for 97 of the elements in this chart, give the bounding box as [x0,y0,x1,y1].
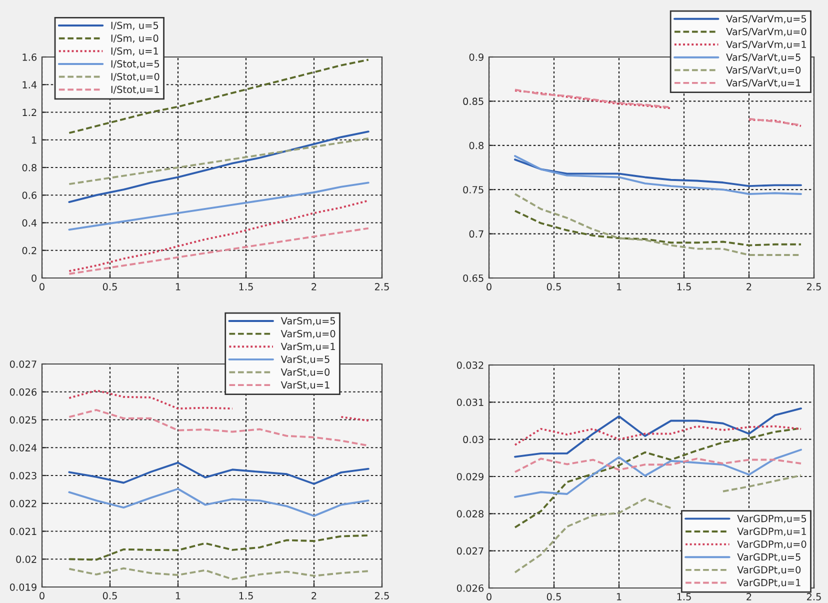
y-tick-label: 0.029 [456,472,484,480]
x-tick-label: 1.5 [239,283,253,290]
legend-label: VarSt,u=5 [280,356,330,364]
x-tick-label: 1.5 [677,593,691,600]
y-tick-label: 0.026 [10,388,37,396]
y-tick-label: 0.021 [10,528,36,536]
x-tick-label: 2.5 [374,283,389,290]
line-series [514,155,802,195]
x-tick-label: 1 [176,592,180,600]
y-tick-label: 0.031 [456,398,484,406]
y-tick-label: 1 [32,136,36,144]
x-tick-label: 0 [486,593,492,600]
y-tick-label: 1.4 [22,81,37,88]
x-tick-label: 2 [746,593,752,600]
legend-label: VarS/VarVt,u=1 [726,79,800,88]
legend-label: VarGDPm,u=0 [737,540,806,549]
x-tick-label: 2 [746,283,752,290]
y-tick-label: 0.023 [10,472,36,480]
x-tick-label: 1 [176,283,180,290]
legend-label: I/Stot,u=5 [111,60,160,69]
x-tick-label: 0 [40,283,44,290]
legend-label: VarS/VarVm,u=0 [726,28,806,36]
line-series [68,409,370,447]
y-tick-label: 0.4 [22,219,37,227]
line-series [514,458,802,474]
legend-label: VarGDPt,u=1 [737,578,800,588]
x-tick-label: 2 [312,592,316,600]
legend-label: VarS/VarVt,u=0 [726,66,801,75]
legend-label: VarGDPt,u=5 [737,553,800,562]
y-tick-label: 0.026 [456,584,484,592]
line-series [68,534,370,561]
line-series [68,58,370,134]
y-tick-label: 0.8 [22,164,36,172]
x-tick-label: 0.5 [102,592,117,600]
line-series [68,138,370,186]
y-tick-label: 0.75 [463,186,484,194]
legend-label: VarSm,u=0 [280,330,336,338]
y-tick-label: 1.6 [22,53,37,61]
y-tick-label: 0.8 [469,142,484,150]
line-series [68,227,370,275]
y-tick-label: 0.019 [10,583,36,591]
y-tick-label: 0.9 [469,53,484,61]
legend-label: VarSm,u=5 [280,317,335,326]
x-tick-label: 0.5 [102,283,117,290]
legend-label: I/Sm, u=0 [111,34,158,43]
y-tick-label: 0.6 [22,192,37,199]
legend-label: VarSt,u=0 [280,368,330,377]
x-tick-label: 2.5 [806,283,821,290]
x-tick-label: 0.5 [546,593,561,600]
y-tick-label: 0.2 [22,246,36,254]
legend-label: VarS/VarVt,u=5 [726,54,800,62]
y-tick-label: 0.027 [10,360,36,368]
x-tick-label: 0 [40,592,44,600]
line-series [514,210,802,246]
y-tick-label: 0.03 [463,436,484,444]
y-tick-label: 0.024 [10,444,37,452]
y-tick-label: 0.02 [16,556,36,563]
x-tick-label: 1 [616,283,622,290]
legend-label: I/Stot,u=0 [111,72,160,82]
x-tick-label: 1.5 [677,283,691,290]
legend-label: VarSm,u=1 [280,342,335,352]
y-tick-label: 0.028 [456,510,484,518]
legend-label: I/Sm, u=1 [111,47,158,56]
y-tick-label: 0.7 [469,230,484,238]
line-series [68,200,370,272]
x-tick-label: 1 [616,593,622,600]
line-series [68,567,370,580]
legend-label: VarS/VarVm,u=1 [726,40,806,50]
legend-label: I/Sm, u=5 [111,22,158,30]
x-tick-label: 2.5 [374,592,389,600]
x-tick-label: 1.5 [239,592,253,600]
x-tick-label: 2.5 [806,593,821,600]
line-series [68,488,370,517]
line-series [68,130,370,204]
legend-label: VarS/VarVm,u=5 [726,15,806,24]
legend-label: VarSt,u=1 [280,381,330,390]
x-tick-label: 0.5 [546,283,561,290]
x-tick-label: 2 [312,283,316,290]
line-series [68,182,370,231]
line-series [514,448,802,498]
legend-label: VarGDPm,u=5 [737,514,806,524]
y-tick-label: 0.032 [456,361,484,369]
y-tick-label: 1.2 [22,108,36,116]
legend-label: VarGDPt,u=0 [737,566,801,574]
y-tick-label: 0.85 [463,98,484,106]
y-tick-label: 0 [32,274,36,282]
legend-label: VarGDPm,u=1 [737,528,806,536]
legend-label: I/Stot,u=1 [111,86,160,94]
y-tick-label: 0.65 [463,274,484,282]
y-tick-label: 0.027 [456,547,484,555]
line-series [514,425,802,446]
y-tick-label: 0.022 [10,500,36,508]
line-series [514,158,802,188]
y-tick-label: 0.025 [10,416,36,424]
x-tick-label: 0 [486,283,492,290]
line-series [68,462,370,485]
line-series [514,408,802,458]
